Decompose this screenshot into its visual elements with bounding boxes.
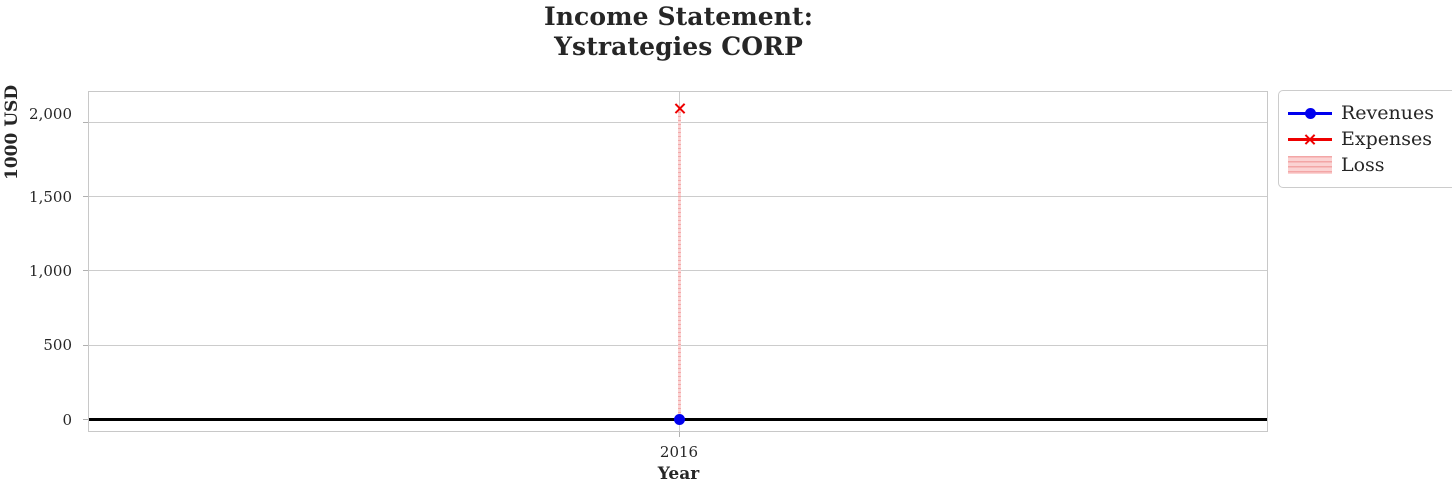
legend-label-expenses: Expenses	[1341, 128, 1432, 150]
plot-area	[88, 91, 1268, 432]
chart-title-line-2: Ystrategies CORP	[554, 32, 803, 61]
y-tick-mark-1000	[83, 270, 88, 271]
x-axis-label: Year	[657, 464, 700, 484]
legend-label-loss: Loss	[1341, 154, 1385, 176]
y-tick-label-2000: 2,000	[29, 105, 72, 123]
expenses-legend-key-icon	[1288, 128, 1332, 150]
y-tick-mark-0	[83, 419, 88, 420]
x-tick-label-2016: 2016	[659, 443, 699, 461]
y-tick-mark-2000	[83, 122, 88, 123]
x-tick-mark-2016	[679, 432, 680, 437]
expenses-marker-2016[interactable]	[673, 102, 686, 115]
legend-label-revenues: Revenues	[1341, 102, 1434, 124]
y-tick-label-0: 0	[62, 411, 72, 429]
loss-fill-band	[678, 108, 681, 420]
y-tick-mark-1500	[83, 196, 88, 197]
y-tick-mark-500	[83, 345, 88, 346]
y-axis-label: 1000 USD	[2, 84, 22, 180]
y-tick-label-500: 500	[43, 336, 72, 354]
y-tick-label-1500: 1,500	[29, 188, 72, 206]
revenues-legend-key-icon	[1288, 102, 1332, 124]
legend-item-revenues[interactable]: Revenues	[1288, 100, 1452, 126]
legend-item-loss[interactable]: Loss	[1288, 152, 1452, 178]
chart-title: Income Statement: Ystrategies CORP	[88, 2, 1269, 62]
y-tick-label-1000: 1,000	[29, 262, 72, 280]
chart-legend: Revenues Expenses Loss	[1278, 90, 1452, 188]
legend-item-expenses[interactable]: Expenses	[1288, 126, 1452, 152]
plot-inner	[89, 92, 1267, 431]
revenues-marker-2016[interactable]	[674, 414, 685, 425]
loss-legend-key-icon	[1288, 154, 1332, 176]
chart-title-line-1: Income Statement:	[543, 2, 814, 31]
